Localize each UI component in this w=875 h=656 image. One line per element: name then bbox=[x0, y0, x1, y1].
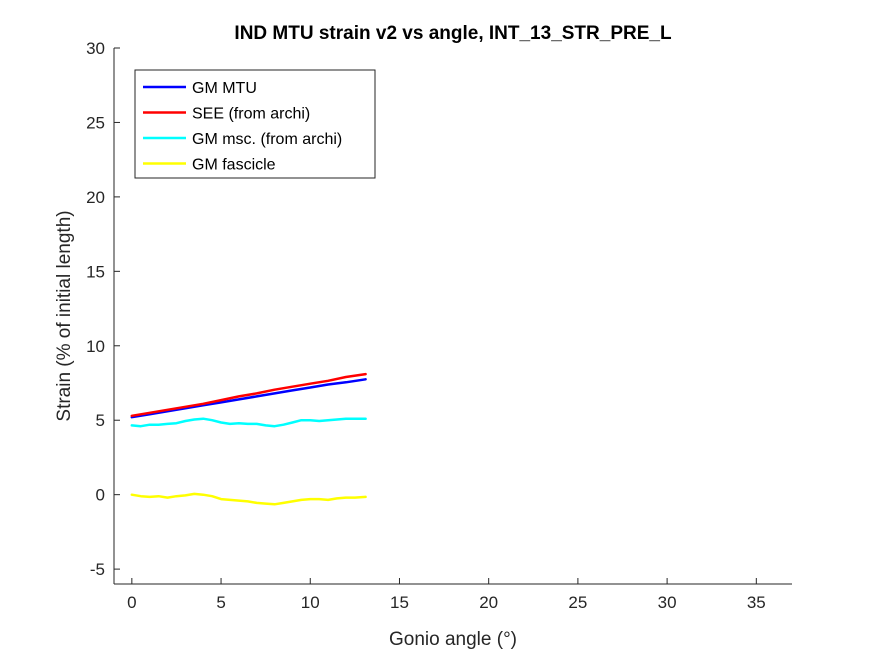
x-tick-label: 35 bbox=[747, 593, 766, 612]
x-tick-label: 0 bbox=[127, 593, 136, 612]
y-tick-label: 5 bbox=[96, 411, 105, 430]
x-tick-label: 30 bbox=[658, 593, 677, 612]
y-tick-label: 15 bbox=[86, 262, 105, 281]
y-tick-label: 0 bbox=[96, 486, 105, 505]
chart-title: IND MTU strain v2 vs angle, INT_13_STR_P… bbox=[234, 23, 672, 44]
x-tick-label: 20 bbox=[479, 593, 498, 612]
legend-label: GM msc. (from archi) bbox=[192, 131, 342, 148]
series-line bbox=[130, 492, 367, 506]
x-tick-label: 15 bbox=[390, 593, 409, 612]
y-axis-label: Strain (% of initial length) bbox=[54, 210, 75, 421]
x-axis-label: Gonio angle (°) bbox=[389, 629, 517, 650]
legend-label: GM MTU bbox=[192, 80, 257, 97]
y-tick-label: 20 bbox=[86, 188, 105, 207]
plot-series bbox=[130, 372, 367, 506]
y-tick-label: -5 bbox=[90, 560, 105, 579]
series-line bbox=[130, 417, 367, 428]
x-tick-label: 10 bbox=[301, 593, 320, 612]
y-tick-label: 30 bbox=[86, 39, 105, 58]
legend: GM MTU SEE (from archi) GM msc. (from arch… bbox=[134, 69, 376, 179]
x-tick-label: 5 bbox=[216, 593, 225, 612]
legend-label: SEE (from archi) bbox=[192, 106, 310, 123]
y-tick-label: 10 bbox=[86, 337, 105, 356]
y-tick-label: 25 bbox=[86, 113, 105, 132]
legend-label: GM fascicle bbox=[192, 157, 276, 174]
x-tick-label: 25 bbox=[568, 593, 587, 612]
axes: 0 5 10 15 20 25 30 35 -5 0 5 10 15 20 25 30 bbox=[86, 39, 792, 612]
series-line bbox=[130, 372, 367, 418]
series-line bbox=[130, 378, 367, 419]
